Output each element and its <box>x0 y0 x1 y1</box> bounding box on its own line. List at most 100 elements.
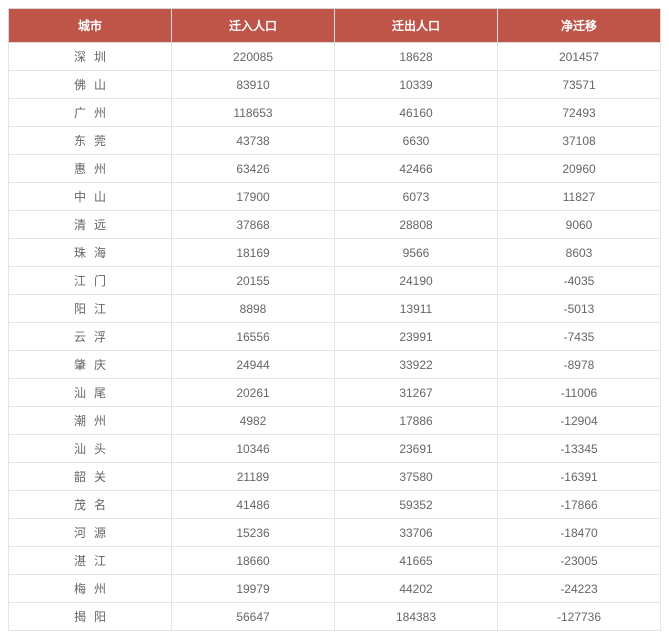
cell-city: 肇庆 <box>9 351 172 379</box>
cell-city: 河源 <box>9 519 172 547</box>
table-row: 茂名4148659352-17866 <box>9 491 661 519</box>
table-row: 深圳22008518628201457 <box>9 43 661 71</box>
cell-net: 73571 <box>498 71 661 99</box>
cell-out: 46160 <box>335 99 498 127</box>
cell-net: -24223 <box>498 575 661 603</box>
cell-net: 37108 <box>498 127 661 155</box>
cell-city: 汕头 <box>9 435 172 463</box>
cell-out: 18628 <box>335 43 498 71</box>
col-net: 净迁移 <box>498 9 661 43</box>
table-row: 中山17900607311827 <box>9 183 661 211</box>
col-in: 迁入人口 <box>172 9 335 43</box>
cell-net: -5013 <box>498 295 661 323</box>
cell-net: 201457 <box>498 43 661 71</box>
table-row: 惠州634264246620960 <box>9 155 661 183</box>
cell-net: -11006 <box>498 379 661 407</box>
col-out: 迁出人口 <box>335 9 498 43</box>
cell-in: 118653 <box>172 99 335 127</box>
cell-in: 15236 <box>172 519 335 547</box>
table-row: 江门2015524190-4035 <box>9 267 661 295</box>
cell-in: 41486 <box>172 491 335 519</box>
cell-in: 21189 <box>172 463 335 491</box>
table-row: 汕尾2026131267-11006 <box>9 379 661 407</box>
cell-out: 13911 <box>335 295 498 323</box>
cell-out: 6630 <box>335 127 498 155</box>
cell-net: -12904 <box>498 407 661 435</box>
table-row: 东莞43738663037108 <box>9 127 661 155</box>
cell-in: 17900 <box>172 183 335 211</box>
cell-city: 韶关 <box>9 463 172 491</box>
cell-out: 9566 <box>335 239 498 267</box>
table-row: 揭阳56647184383-127736 <box>9 603 661 631</box>
cell-net: 9060 <box>498 211 661 239</box>
cell-net: 20960 <box>498 155 661 183</box>
table-row: 云浮1655623991-7435 <box>9 323 661 351</box>
cell-net: -8978 <box>498 351 661 379</box>
cell-city: 惠州 <box>9 155 172 183</box>
cell-in: 16556 <box>172 323 335 351</box>
cell-city: 江门 <box>9 267 172 295</box>
cell-city: 佛山 <box>9 71 172 99</box>
cell-city: 广州 <box>9 99 172 127</box>
cell-net: -127736 <box>498 603 661 631</box>
table-row: 清远37868288089060 <box>9 211 661 239</box>
cell-city: 深圳 <box>9 43 172 71</box>
table-row: 汕头1034623691-13345 <box>9 435 661 463</box>
cell-net: -7435 <box>498 323 661 351</box>
cell-out: 41665 <box>335 547 498 575</box>
cell-net: -23005 <box>498 547 661 575</box>
cell-in: 8898 <box>172 295 335 323</box>
cell-out: 17886 <box>335 407 498 435</box>
cell-in: 56647 <box>172 603 335 631</box>
cell-city: 梅州 <box>9 575 172 603</box>
cell-in: 20261 <box>172 379 335 407</box>
table-row: 韶关2118937580-16391 <box>9 463 661 491</box>
table-row: 肇庆2494433922-8978 <box>9 351 661 379</box>
cell-out: 31267 <box>335 379 498 407</box>
cell-in: 20155 <box>172 267 335 295</box>
cell-in: 83910 <box>172 71 335 99</box>
table-row: 阳江889813911-5013 <box>9 295 661 323</box>
cell-out: 28808 <box>335 211 498 239</box>
cell-out: 44202 <box>335 575 498 603</box>
cell-city: 茂名 <box>9 491 172 519</box>
cell-in: 24944 <box>172 351 335 379</box>
cell-out: 23991 <box>335 323 498 351</box>
cell-city: 清远 <box>9 211 172 239</box>
table-row: 珠海1816995668603 <box>9 239 661 267</box>
cell-city: 中山 <box>9 183 172 211</box>
table-row: 湛江1866041665-23005 <box>9 547 661 575</box>
cell-net: -18470 <box>498 519 661 547</box>
cell-city: 东莞 <box>9 127 172 155</box>
cell-net: 8603 <box>498 239 661 267</box>
cell-out: 59352 <box>335 491 498 519</box>
cell-in: 63426 <box>172 155 335 183</box>
cell-city: 阳江 <box>9 295 172 323</box>
table-row: 广州1186534616072493 <box>9 99 661 127</box>
table-row: 河源1523633706-18470 <box>9 519 661 547</box>
cell-in: 18660 <box>172 547 335 575</box>
col-city: 城市 <box>9 9 172 43</box>
header-row: 城市 迁入人口 迁出人口 净迁移 <box>9 9 661 43</box>
cell-net: 11827 <box>498 183 661 211</box>
cell-out: 42466 <box>335 155 498 183</box>
cell-in: 10346 <box>172 435 335 463</box>
cell-in: 19979 <box>172 575 335 603</box>
cell-net: -17866 <box>498 491 661 519</box>
cell-out: 10339 <box>335 71 498 99</box>
cell-city: 揭阳 <box>9 603 172 631</box>
cell-city: 潮州 <box>9 407 172 435</box>
cell-out: 6073 <box>335 183 498 211</box>
cell-city: 珠海 <box>9 239 172 267</box>
cell-net: 72493 <box>498 99 661 127</box>
cell-in: 220085 <box>172 43 335 71</box>
table-row: 潮州498217886-12904 <box>9 407 661 435</box>
cell-in: 43738 <box>172 127 335 155</box>
cell-city: 汕尾 <box>9 379 172 407</box>
cell-in: 37868 <box>172 211 335 239</box>
cell-in: 18169 <box>172 239 335 267</box>
cell-out: 184383 <box>335 603 498 631</box>
table-row: 佛山839101033973571 <box>9 71 661 99</box>
cell-out: 24190 <box>335 267 498 295</box>
cell-out: 33922 <box>335 351 498 379</box>
